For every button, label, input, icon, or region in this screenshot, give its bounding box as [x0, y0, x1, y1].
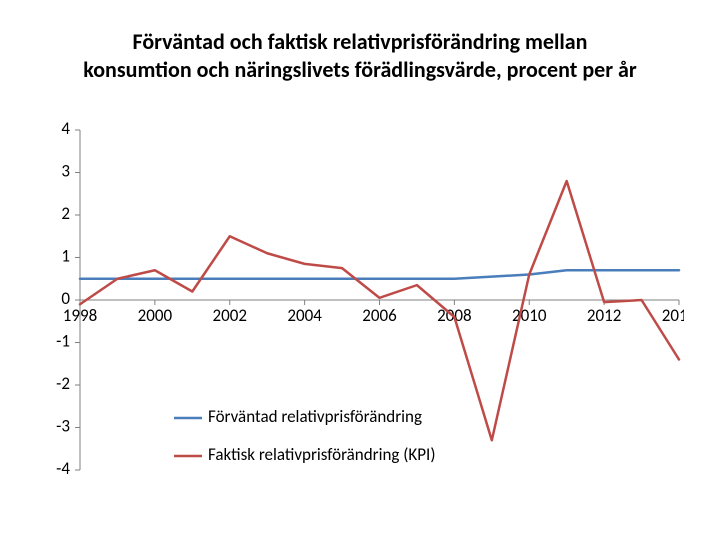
slide: Förväntad och faktisk relativprisförändr… — [0, 0, 720, 540]
legend-label: Faktisk relativprisförändring (KPI) — [208, 444, 435, 465]
x-tick-label: 2014 — [662, 305, 684, 326]
chart: -4-3-2-101234199820002002200420062008201… — [44, 120, 684, 515]
y-tick-label: -1 — [56, 331, 70, 352]
chart-title: Förväntad och faktisk relativprisförändr… — [30, 28, 690, 83]
x-tick-label: 2012 — [587, 305, 621, 326]
chart-title-line2: konsumtion och näringslivets förädlingsv… — [83, 56, 636, 83]
y-tick-label: -2 — [56, 373, 70, 394]
x-tick-label: 2004 — [287, 305, 322, 326]
y-tick-label: 4 — [61, 120, 70, 139]
legend-label: Förväntad relativprisförändring — [208, 406, 422, 427]
line-chart-svg: -4-3-2-101234199820002002200420062008201… — [44, 120, 684, 515]
x-tick-label: 2002 — [213, 305, 247, 326]
x-tick-label: 2006 — [362, 305, 397, 326]
x-tick-label: 2000 — [138, 305, 173, 326]
y-tick-label: 3 — [61, 161, 70, 182]
x-tick-label: 1998 — [63, 305, 97, 326]
y-tick-label: 1 — [61, 246, 70, 267]
y-tick-label: -3 — [56, 416, 70, 437]
chart-title-line1: Förväntad och faktisk relativprisförändr… — [133, 28, 588, 55]
y-tick-label: -4 — [56, 458, 70, 479]
y-tick-label: 2 — [61, 203, 70, 224]
